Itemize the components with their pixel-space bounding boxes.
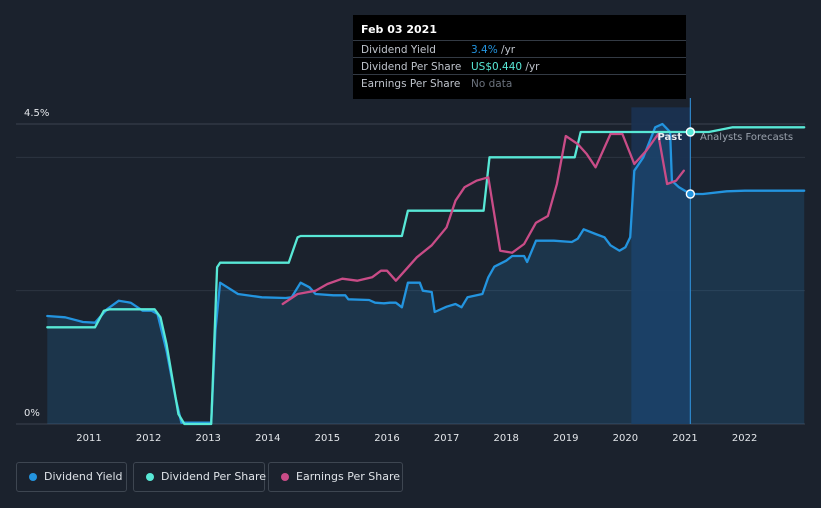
dividend-yield-marker: [685, 189, 696, 199]
legend-item-earnings-per-share[interactable]: Earnings Per Share: [268, 462, 403, 492]
series-layer: [46, 122, 806, 426]
tooltip-number: 3.4%: [471, 44, 498, 56]
legend-dot-icon: [29, 473, 37, 481]
tooltip-row-dividend-per-share: Dividend Per Share US$0.440 /yr: [353, 57, 686, 75]
legend-label: Dividend Yield: [44, 470, 123, 483]
tooltip-value: US$0.440 /yr: [471, 61, 540, 73]
tooltip-row-dividend-yield: Dividend Yield 3.4% /yr: [353, 40, 686, 58]
dividend-yield-area: [47, 124, 805, 424]
marker-layer: [685, 127, 696, 199]
x-tick-label: 2011: [76, 433, 101, 444]
tooltip-label: Dividend Per Share: [361, 61, 462, 73]
tooltip-label: Dividend Yield: [361, 44, 436, 56]
tooltip-value: No data: [471, 78, 512, 90]
tooltip-number: No data: [471, 78, 513, 90]
tooltip-row-earnings-per-share: Earnings Per Share No data: [353, 74, 686, 92]
x-tick-label: 2018: [493, 433, 518, 444]
tooltip-unit: /yr: [522, 61, 540, 73]
legend-dot-icon: [146, 473, 154, 481]
legend-label: Earnings Per Share: [296, 470, 401, 483]
y-tick-label-top: 4.5%: [24, 108, 49, 119]
x-tick-label: 2014: [255, 433, 280, 444]
x-tick-label: 2017: [434, 433, 459, 444]
y-tick-label-zero: 0%: [24, 408, 40, 419]
tooltip-label: Earnings Per Share: [361, 78, 461, 90]
dividend-per-share-line: [46, 126, 806, 426]
tooltip-date: Feb 03 2021: [361, 23, 437, 36]
earnings-per-share-line: [281, 132, 685, 306]
x-tick-label: 2019: [553, 433, 578, 444]
legend-dot-icon: [281, 473, 289, 481]
tooltip-value: 3.4% /yr: [471, 44, 515, 56]
past-region-label: Past: [657, 132, 682, 143]
yield-area-layer: [47, 124, 805, 424]
tooltip-number: US$0.440: [471, 61, 523, 73]
dividend-per-share-marker: [685, 127, 696, 137]
legend-item-dividend-yield[interactable]: Dividend Yield: [16, 462, 127, 492]
legend-label: Dividend Per Share: [161, 470, 267, 483]
tooltip-unit: /yr: [497, 44, 516, 56]
x-tick-label: 2016: [374, 433, 399, 444]
x-tick-label: 2015: [315, 433, 340, 444]
chart-text-layer: 4.5% 0% Past Analysts Forecasts: [24, 108, 793, 419]
x-tick-label: 2022: [732, 433, 757, 444]
hover-tooltip: Feb 03 2021 Dividend Yield 3.4% /yr Divi…: [353, 15, 686, 99]
legend-item-dividend-per-share[interactable]: Dividend Per Share: [133, 462, 267, 492]
x-tick-label: 2020: [613, 433, 638, 444]
x-tick-label: 2012: [136, 433, 161, 444]
forecast-region-label: Analysts Forecasts: [700, 132, 793, 143]
x-tick-label: 2021: [672, 433, 697, 444]
x-tick-label: 2013: [195, 433, 220, 444]
x-axis-ticks: 2011 2012 2013 2014 2015 2016 2017 2018 2019 2020…: [76, 433, 757, 444]
